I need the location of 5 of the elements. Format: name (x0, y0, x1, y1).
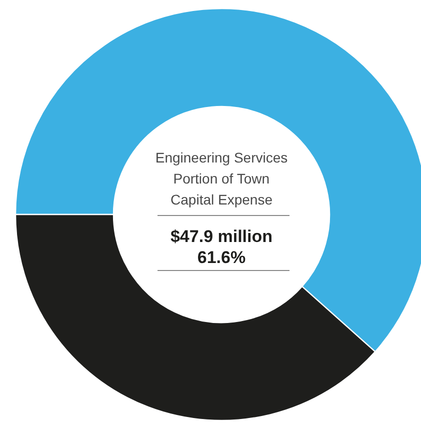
text: Capital Expense (170, 192, 273, 208)
text: Engineering Services (155, 150, 288, 166)
text: Portion of Town (173, 170, 270, 186)
text: $47.9 million (170, 227, 273, 246)
text: 61.6% (197, 248, 246, 267)
